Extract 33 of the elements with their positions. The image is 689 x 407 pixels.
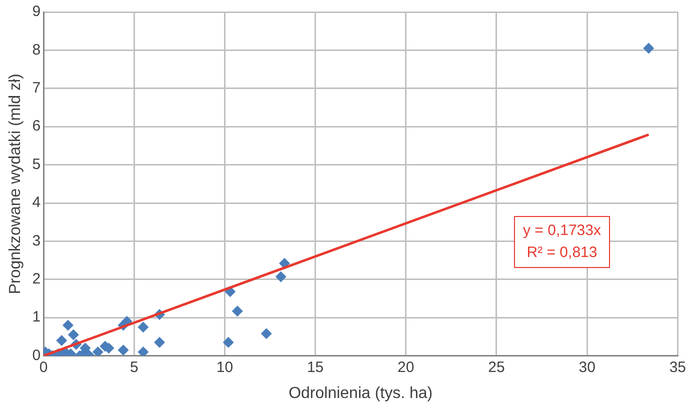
x-tick-label: 30: [578, 358, 596, 376]
y-tick-label: 9: [32, 3, 41, 20]
point: [68, 329, 79, 340]
y-tick-label: 5: [32, 156, 41, 173]
point: [62, 320, 74, 331]
y-tick-label: 3: [32, 232, 41, 250]
x-tick-label: 5: [130, 358, 138, 376]
x-tick-label: 25: [488, 358, 505, 376]
point: [222, 336, 234, 348]
x-axis-title: Odrolnienia (tys. ha): [288, 384, 433, 402]
y-tick-label: 2: [32, 270, 41, 288]
y-tick-label: 1: [32, 308, 41, 326]
point: [154, 336, 165, 348]
point: [118, 344, 129, 356]
point: [643, 42, 654, 54]
y-tick-label: 7: [32, 80, 41, 97]
x-tick-label: 20: [398, 358, 414, 376]
y-tick-label: 8: [32, 41, 41, 58]
point: [232, 306, 243, 317]
y-tick-label: 4: [32, 194, 41, 212]
y-tick-label: 6: [32, 118, 41, 135]
point: [275, 271, 286, 282]
x-tick-label: 35: [669, 358, 686, 376]
y-tick-label: 0: [32, 346, 41, 364]
point: [138, 346, 149, 356]
y-axis-title: Prognkzowane wydatki (mld zł): [7, 74, 24, 294]
point: [260, 328, 272, 340]
point: [138, 322, 149, 333]
x-tick-label: 10: [216, 358, 234, 376]
point: [92, 346, 104, 356]
annotation: y = 0,1733x R² = 0,813: [514, 216, 610, 268]
x-tick-label: 15: [306, 358, 324, 376]
point: [56, 335, 68, 346]
